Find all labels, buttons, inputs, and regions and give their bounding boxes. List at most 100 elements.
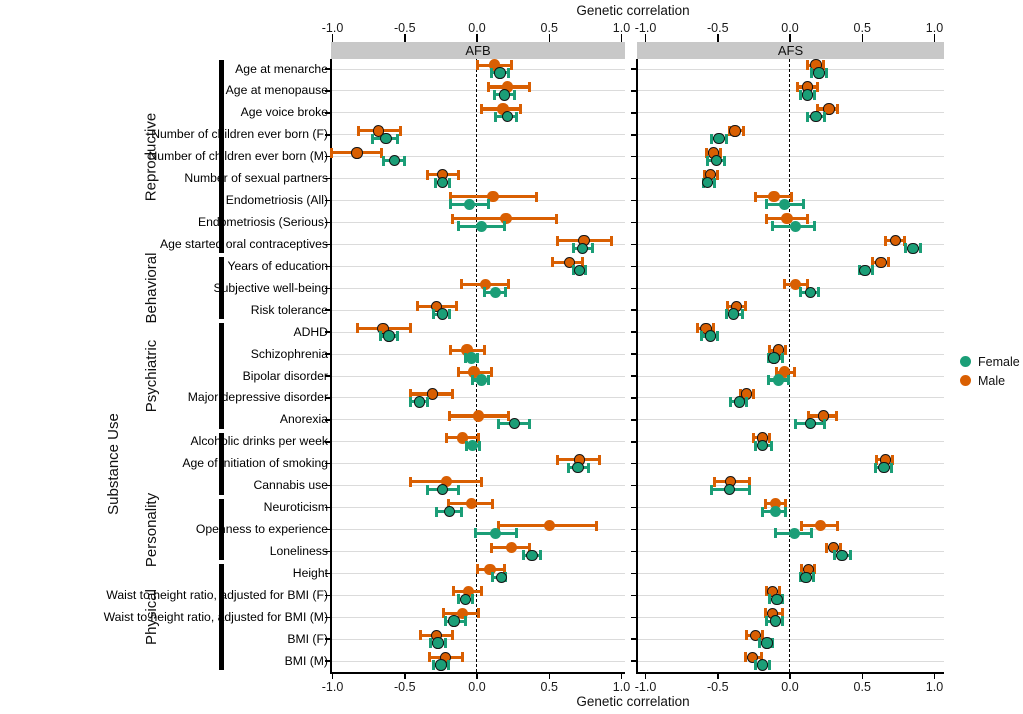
errorbar-cap-left-female — [465, 440, 469, 451]
errorbar-cap-left-male — [550, 257, 554, 268]
errorbar-cap-right-female — [769, 440, 773, 451]
point-male — [456, 432, 469, 444]
x-tick-label-top: -0.5 — [706, 21, 729, 35]
point-male — [814, 519, 827, 532]
row-label: Openness to experience — [195, 522, 328, 537]
point-male — [729, 125, 741, 137]
x-tick-label-bottom: -0.5 — [393, 680, 416, 694]
errorbar-cap-left-male — [704, 147, 708, 158]
point-female — [576, 242, 589, 255]
errorbar-cap-right-female — [813, 89, 817, 100]
point-male — [373, 125, 385, 137]
errorbar-cap-left-female — [810, 67, 814, 78]
errorbar-cap-left-female — [521, 550, 525, 561]
errorbar-cap-left-female — [710, 484, 714, 495]
grid-line — [637, 572, 944, 574]
point-female — [388, 154, 401, 167]
errorbar-cap-right-male — [743, 301, 747, 312]
errorbar-cap-left-female — [456, 594, 460, 605]
grid-line — [637, 243, 944, 245]
errorbar-cap-left-female — [798, 89, 802, 100]
category-label: Physical — [143, 589, 160, 646]
errorbar-cap-right-female — [823, 418, 827, 429]
x-tick-bottom — [789, 672, 791, 679]
point-male — [488, 59, 501, 71]
errorbar-cap-right-female — [823, 111, 827, 122]
point-male — [440, 476, 453, 488]
errorbar-cap-right-male — [450, 630, 454, 641]
point-female — [432, 637, 444, 649]
point-male — [456, 607, 469, 620]
grid-line — [331, 660, 625, 662]
grid-line — [331, 287, 625, 289]
point-female — [768, 352, 780, 364]
grid-line — [637, 638, 944, 640]
point-female — [788, 527, 801, 540]
y-tick — [631, 90, 637, 92]
errorbar-cap-left-male — [713, 476, 717, 487]
errorbar-cap-left-female — [492, 89, 496, 100]
point-male — [875, 256, 887, 269]
y-tick — [325, 506, 331, 509]
errorbar-cap-left-male — [807, 410, 811, 421]
errorbar-cap-left-male — [449, 191, 453, 202]
x-tick-top — [789, 34, 791, 42]
point-male — [778, 366, 790, 378]
y-tick — [631, 638, 637, 640]
errorbar-cap-right-male — [580, 257, 584, 268]
errorbar-cap-right-male — [598, 454, 602, 465]
errorbar-cap-right-female — [487, 374, 491, 385]
y-tick — [631, 134, 637, 136]
point-female — [878, 461, 890, 474]
point-female — [801, 89, 814, 101]
grid-line — [331, 331, 625, 333]
legend: Female Male — [960, 352, 1020, 390]
point-female — [813, 67, 825, 79]
row-label: Cannabis use — [253, 478, 328, 493]
errorbar-cap-left-male — [487, 82, 491, 93]
errorbar-cap-right-male — [527, 542, 531, 553]
y-tick — [325, 353, 331, 355]
y-tick — [325, 112, 331, 114]
grid-line — [637, 594, 944, 596]
y-tick — [325, 309, 331, 311]
point-female — [790, 220, 802, 233]
errorbar-cap-left-male — [479, 103, 483, 114]
errorbar-cap-left-male — [427, 652, 431, 663]
errorbar-cap-right-male — [507, 410, 511, 421]
grid-line — [331, 638, 625, 640]
x-tick-bottom — [548, 672, 550, 679]
grid-line — [331, 200, 625, 202]
grid-line — [331, 309, 625, 311]
y-tick — [631, 594, 637, 597]
y-tick — [631, 419, 637, 421]
errorbar-cap-right-female — [870, 265, 874, 276]
errorbar-cap-right-male — [813, 564, 817, 575]
point-female — [475, 374, 488, 386]
grid-line — [637, 287, 944, 289]
point-male — [426, 388, 438, 400]
errorbar-cap-right-female — [849, 550, 853, 561]
errorbar-cap-right-female — [539, 550, 543, 561]
legend-label-female: Female — [978, 354, 1020, 369]
errorbar-cap-left-male — [795, 82, 799, 93]
point-female — [804, 286, 816, 298]
errorbar-cap-right-male — [489, 367, 493, 378]
point-female — [443, 505, 456, 518]
errorbar-cap-left-male — [763, 498, 767, 509]
errorbar-cap-left-female — [463, 352, 467, 363]
point-female — [907, 242, 919, 255]
errorbar-cap-left-male — [815, 103, 819, 114]
errorbar-cap-right-male — [482, 345, 486, 356]
errorbar-cap-left-female — [724, 309, 728, 320]
errorbar-cap-left-female — [904, 243, 908, 254]
errorbar-cap-left-male — [442, 608, 446, 619]
row-label: Age at menarche — [235, 61, 328, 76]
y-tick — [325, 199, 331, 202]
category-bar — [219, 60, 224, 254]
errorbar-cap-left-male — [357, 125, 360, 136]
point-female — [436, 176, 448, 189]
point-female — [501, 111, 514, 123]
errorbar-cap-left-female — [766, 374, 770, 385]
y-tick — [631, 243, 637, 246]
